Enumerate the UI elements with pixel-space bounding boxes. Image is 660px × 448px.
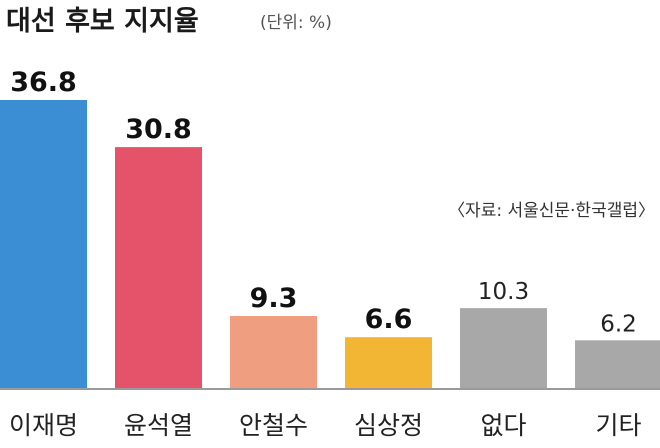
category-label-1: 이재명 bbox=[9, 411, 78, 440]
bar-5 bbox=[460, 308, 547, 389]
category-label-5: 없다 bbox=[480, 411, 526, 440]
chart-title: 대선 후보 지지율 bbox=[6, 6, 199, 37]
value-label-4: 6.6 bbox=[365, 304, 413, 335]
value-label-3: 9.3 bbox=[250, 283, 298, 314]
bar-3 bbox=[230, 315, 317, 389]
bar-1 bbox=[0, 100, 87, 389]
category-label-2: 윤석열 bbox=[124, 411, 193, 440]
category-label-4: 심상정 bbox=[354, 411, 423, 440]
source-note: 〈자료: 서울신문·한국갤럽〉 bbox=[448, 201, 655, 221]
value-label-1: 36.8 bbox=[10, 67, 77, 98]
value-label-5: 10.3 bbox=[478, 279, 529, 305]
bar-6 bbox=[575, 340, 660, 389]
bars-group: 36.8 이재명 30.8 윤석열 9.3 안철수 6.6 심상정 10.3 없다 6.2 기타 bbox=[0, 67, 660, 440]
bar-2 bbox=[115, 147, 202, 389]
bar-4 bbox=[345, 337, 432, 389]
category-label-6: 기타 bbox=[595, 411, 641, 440]
category-label-3: 안철수 bbox=[239, 411, 308, 440]
value-label-6: 6.2 bbox=[600, 311, 637, 337]
value-label-2: 30.8 bbox=[125, 114, 192, 145]
unit-note: (단위: %) bbox=[260, 13, 332, 33]
